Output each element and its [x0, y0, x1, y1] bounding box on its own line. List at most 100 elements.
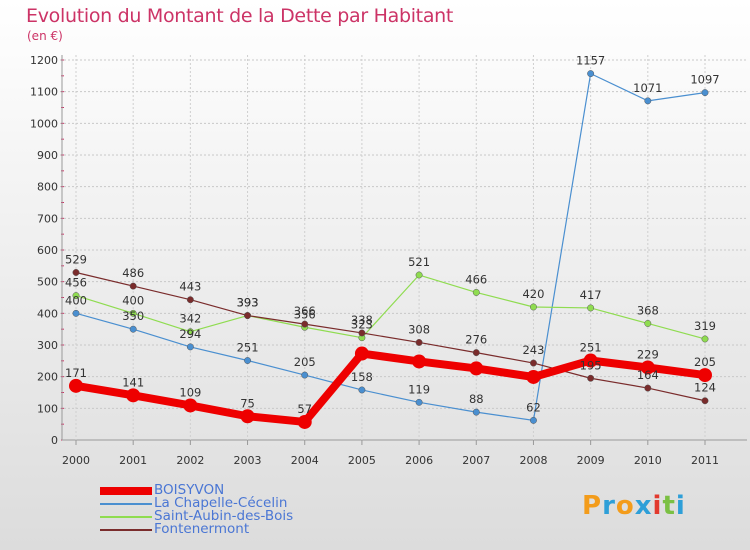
data-label: 308: [408, 322, 430, 336]
data-label: 393: [237, 296, 259, 310]
data-point: [587, 374, 595, 382]
data-label: 109: [179, 385, 201, 399]
data-label: 420: [522, 287, 544, 301]
x-tick-label: 2004: [291, 454, 319, 467]
data-point: [587, 70, 595, 78]
logo-letter: o: [615, 491, 635, 521]
data-label: 1097: [690, 73, 719, 87]
data-label: 158: [351, 370, 373, 384]
data-point: [244, 357, 251, 364]
data-point: [412, 354, 427, 369]
data-point: [186, 328, 194, 336]
data-label: 400: [122, 293, 144, 307]
data-label: 88: [469, 392, 484, 406]
data-point: [587, 304, 595, 312]
legend-label: Saint-Aubin-des-Bois: [154, 508, 294, 524]
legend-swatch: [100, 486, 152, 495]
data-label: 195: [580, 358, 602, 372]
x-tick-label: 2007: [462, 454, 490, 467]
y-tick-label: 0: [51, 434, 58, 447]
data-point: [129, 325, 137, 333]
proxiti-logo: Proxiti: [582, 491, 686, 521]
x-tick-label: 2005: [348, 454, 376, 467]
data-point: [186, 343, 194, 351]
series-line: [75, 73, 706, 421]
data-label: 276: [465, 333, 487, 347]
data-label: 229: [637, 347, 659, 361]
y-tick-label: 900: [37, 149, 58, 162]
data-point: [129, 282, 137, 290]
data-point: [640, 360, 655, 375]
y-tick-label: 700: [37, 212, 58, 225]
data-point: [186, 296, 194, 304]
legend-label: Fontenermont: [154, 521, 250, 537]
data-label: 529: [65, 252, 87, 266]
data-point: [415, 398, 423, 406]
x-tick-label: 2000: [62, 454, 90, 467]
data-label: 75: [240, 396, 255, 410]
data-label: 456: [65, 276, 87, 290]
data-label: 466: [465, 272, 487, 286]
data-label: 205: [694, 355, 716, 369]
data-point: [415, 271, 423, 279]
logo-letter: t: [662, 491, 676, 521]
legend-item: Saint-Aubin-des-Bois: [100, 508, 294, 524]
chart-unit-label: (en €): [27, 29, 63, 43]
legend-label: La Chapelle-Cécelin: [154, 495, 288, 511]
data-label: 417: [580, 288, 602, 302]
data-label: 323: [351, 318, 373, 332]
data-label: 368: [637, 303, 659, 317]
legend-item: La Chapelle-Cécelin: [100, 495, 293, 511]
y-tick-label: 800: [37, 181, 58, 194]
data-label: 356: [294, 307, 316, 321]
x-tick-label: 2011: [691, 454, 719, 467]
data-label: 141: [122, 375, 144, 389]
data-label: 205: [294, 355, 316, 369]
y-tick-label: 200: [37, 371, 58, 384]
series-line: [75, 349, 706, 426]
data-point: [701, 397, 709, 405]
data-point: [472, 349, 480, 357]
data-label: 350: [122, 309, 144, 323]
y-tick-label: 400: [37, 307, 58, 320]
data-label: 338: [351, 313, 373, 327]
data-point: [530, 303, 537, 311]
logo-letter: r: [602, 491, 616, 521]
data-label: 342: [179, 312, 201, 326]
legend-label: BOISYVON: [154, 482, 225, 498]
x-tick-label: 2002: [176, 454, 204, 467]
y-tick-label: 1000: [30, 117, 58, 130]
data-point: [701, 89, 709, 97]
y-tick-label: 300: [37, 339, 58, 352]
data-label: 294: [179, 327, 201, 341]
x-tick-label: 2001: [119, 454, 147, 467]
data-point: [72, 269, 80, 276]
legend-swatch: [100, 515, 152, 518]
data-point: [583, 353, 598, 368]
data-label: 486: [122, 266, 144, 280]
data-point: [72, 292, 80, 300]
logo-letter: i: [675, 491, 686, 521]
data-label: 366: [294, 304, 316, 318]
data-label: 319: [694, 319, 716, 333]
y-tick-label: 100: [37, 402, 58, 415]
data-label: 393: [237, 296, 259, 310]
data-point: [644, 97, 652, 105]
x-tick-label: 2008: [519, 454, 547, 467]
data-point: [240, 409, 255, 424]
data-point: [244, 312, 251, 319]
x-tick-label: 2006: [405, 454, 433, 467]
data-label: 400: [65, 293, 87, 307]
data-label: 251: [580, 341, 602, 355]
data-label: 243: [522, 343, 544, 357]
logo-letter: x: [634, 491, 653, 521]
data-point: [297, 414, 312, 429]
data-point: [129, 309, 137, 317]
data-point: [530, 416, 537, 424]
data-label: 1071: [633, 81, 662, 95]
data-point: [472, 408, 480, 416]
data-point: [354, 346, 369, 361]
data-label: 124: [694, 381, 716, 395]
data-label: 171: [65, 366, 87, 380]
